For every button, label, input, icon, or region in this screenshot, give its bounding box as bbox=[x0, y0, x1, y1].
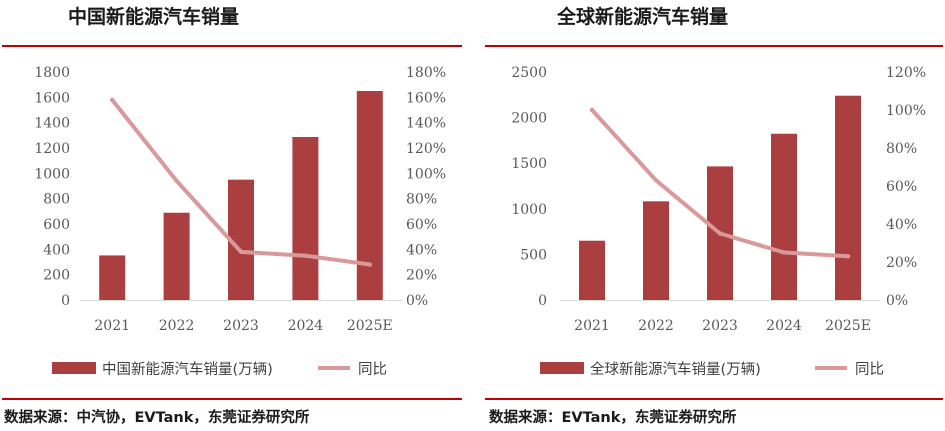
x-axis-tick-label: 2021 bbox=[574, 318, 610, 334]
china-ev-sales-chart: 0 200 400 600 800 1000 1200 1400 1600 1800 0% 20% 40… bbox=[34, 65, 446, 378]
y-axis-tick-label: 0 bbox=[538, 293, 547, 309]
y-axis-tick-label: 2500 bbox=[511, 65, 547, 81]
y2-axis-tick-label: 40% bbox=[406, 242, 437, 258]
y-axis-tick-label: 200 bbox=[43, 268, 70, 284]
x-axis-tick-label: 2025E bbox=[347, 318, 393, 334]
x-axis-tick-label: 2023 bbox=[702, 318, 738, 334]
y2-axis-tick-label: 40% bbox=[886, 217, 917, 233]
yoy-point bbox=[845, 254, 851, 259]
yoy-point bbox=[589, 107, 595, 113]
yoy-point bbox=[653, 178, 659, 183]
y-axis-tick-label: 1600 bbox=[34, 90, 70, 106]
bar bbox=[771, 133, 797, 300]
yoy-point bbox=[367, 262, 372, 267]
y2-axis-tick-label: 60% bbox=[406, 217, 437, 233]
y-axis-tick-label: 1200 bbox=[34, 141, 70, 157]
y2-axis-tick-label: 80% bbox=[886, 141, 917, 157]
yoy-point bbox=[303, 253, 308, 258]
y2-axis-tick-label: 20% bbox=[406, 268, 437, 284]
left-chart-panel: 中国新能源汽车销量 0 200 400 600 800 1000 1200 1400 1600 1… bbox=[0, 0, 466, 431]
y-axis-tick-label: 1800 bbox=[34, 65, 70, 81]
bar bbox=[292, 136, 319, 300]
y-axis-tick-label: 1000 bbox=[34, 166, 70, 182]
source-rule bbox=[485, 398, 943, 400]
bar bbox=[99, 255, 126, 300]
legend-bar-label: 全球新能源汽车销量(万辆) bbox=[590, 360, 761, 378]
source-rule bbox=[2, 398, 462, 400]
right-chart-panel: 全球新能源汽车销量 0 500 1000 1500 2000 2500 0% 20% 40% 60… bbox=[485, 0, 945, 431]
title-rule bbox=[485, 45, 943, 47]
y2-axis-tick-label: 20% bbox=[886, 255, 917, 271]
y-axis-tick-label: 2000 bbox=[511, 111, 547, 127]
y2-axis-tick-label: 120% bbox=[406, 141, 446, 157]
x-axis-tick-label: 2023 bbox=[223, 318, 259, 334]
y-axis-tick-label: 0 bbox=[61, 293, 70, 309]
y2-axis-tick-label: 180% bbox=[406, 65, 446, 81]
yoy-point bbox=[717, 231, 723, 236]
y2-axis-tick-label: 160% bbox=[406, 90, 446, 106]
y-axis-tick-label: 500 bbox=[520, 247, 547, 263]
y-axis-tick-label: 600 bbox=[43, 217, 70, 233]
yoy-point bbox=[781, 250, 787, 255]
y-axis-tick-label: 800 bbox=[43, 192, 70, 208]
y-axis-tick-label: 1500 bbox=[511, 156, 547, 172]
legend-line-label: 同比 bbox=[358, 361, 387, 378]
y2-axis-tick-label: 0% bbox=[406, 293, 428, 309]
y-axis-tick-label: 400 bbox=[43, 242, 70, 258]
source-note: 数据来源：EVTank，东莞证券研究所 bbox=[489, 410, 737, 426]
y2-axis-tick-label: 0% bbox=[886, 293, 908, 309]
x-axis-tick-label: 2025E bbox=[825, 318, 871, 334]
legend-line-label: 同比 bbox=[855, 361, 884, 378]
x-axis-tick-label: 2024 bbox=[766, 318, 802, 334]
x-axis-tick-label: 2022 bbox=[638, 318, 674, 334]
y-axis-tick-label: 1400 bbox=[34, 116, 70, 132]
y-axis-tick-label: 1000 bbox=[511, 202, 547, 218]
legend-bar-swatch bbox=[540, 362, 584, 374]
bar bbox=[163, 212, 190, 300]
yoy-point bbox=[110, 97, 115, 103]
bar bbox=[835, 95, 861, 300]
chart-title: 中国新能源汽车销量 bbox=[68, 6, 240, 28]
bar bbox=[579, 240, 605, 300]
yoy-point bbox=[238, 249, 244, 255]
legend-bar-label: 中国新能源汽车销量(万辆) bbox=[102, 361, 273, 378]
bar bbox=[643, 201, 669, 300]
y2-axis-tick-label: 140% bbox=[406, 116, 446, 132]
title-rule bbox=[2, 45, 462, 47]
x-axis-tick-label: 2021 bbox=[94, 318, 130, 334]
y2-axis-tick-label: 100% bbox=[886, 103, 926, 119]
legend-bar-swatch bbox=[52, 362, 96, 374]
y2-axis-tick-label: 60% bbox=[886, 179, 917, 195]
x-axis-tick-label: 2024 bbox=[288, 318, 324, 334]
chart-title: 全球新能源汽车销量 bbox=[557, 6, 729, 28]
bar bbox=[356, 91, 383, 300]
yoy-point bbox=[174, 178, 179, 184]
y2-axis-tick-label: 80% bbox=[406, 192, 437, 208]
source-note: 数据来源：中汽协，EVTank，东莞证券研究所 bbox=[4, 410, 310, 426]
y2-axis-tick-label: 100% bbox=[406, 166, 446, 182]
y2-axis-tick-label: 120% bbox=[886, 65, 926, 81]
x-axis-tick-label: 2022 bbox=[159, 318, 195, 334]
global-ev-sales-chart: 0 500 1000 1500 2000 2500 0% 20% 40% 60% 80% 100% 12… bbox=[511, 65, 926, 378]
